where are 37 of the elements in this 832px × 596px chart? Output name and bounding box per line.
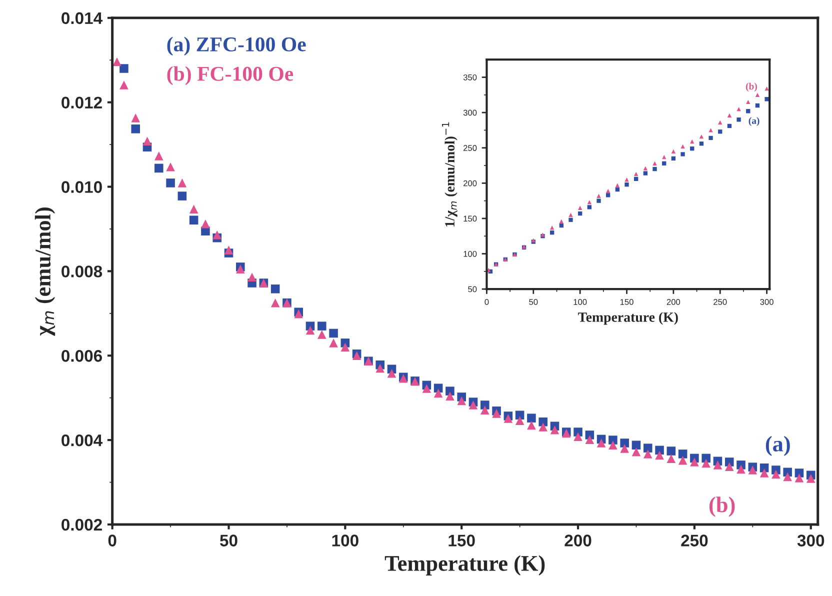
y-tick-label: 350 xyxy=(463,74,477,80)
x-tick-label: 100 xyxy=(574,299,587,305)
series-label: (b) FC-100 Oe xyxy=(167,66,294,86)
y-tick-label: 150 xyxy=(464,216,477,222)
x-tick-label: 150 xyxy=(620,299,634,305)
x-tick-label: 50 xyxy=(529,299,538,305)
x-tick-label: 300 xyxy=(797,534,824,546)
x-tick-label: 0 xyxy=(108,534,116,546)
y-tick-label: 100 xyxy=(464,250,477,257)
y-tick-label: 0.014 xyxy=(62,12,103,24)
x-tick-label: 250 xyxy=(681,534,708,546)
y-axis-title: χ$_{m}$ (emu/mol) xyxy=(34,208,56,336)
annotation: (a) xyxy=(748,117,760,126)
y-tick-label: 0.010 xyxy=(62,181,102,193)
y-tick-label: 0.012 xyxy=(62,96,102,109)
y-tick-label: 200 xyxy=(464,180,477,186)
y-tick-label: 300 xyxy=(463,110,477,116)
x-axis-title: Temperature (K) xyxy=(578,312,678,325)
y-tick-label: 250 xyxy=(464,145,477,151)
x-tick-label: 0 xyxy=(484,299,489,305)
y-tick-label: 0.004 xyxy=(62,434,103,446)
y-tick-label: 50 xyxy=(468,286,477,292)
annotation: (b) xyxy=(746,82,758,92)
x-tick-label: 250 xyxy=(714,299,727,305)
x-tick-label: 200 xyxy=(564,534,592,546)
y-tick-label: 0.008 xyxy=(62,266,102,278)
y-tick-label: 0.002 xyxy=(62,518,102,531)
x-tick-label: 100 xyxy=(332,534,358,546)
series-label: (a) ZFC-100 Oe xyxy=(167,36,306,56)
x-axis-title: Temperature (K) xyxy=(384,555,545,576)
annotation: (b) xyxy=(709,496,735,517)
annotation: (a) xyxy=(766,436,790,456)
y-tick-label: 0.006 xyxy=(62,350,102,362)
x-tick-label: 300 xyxy=(760,299,774,305)
x-tick-label: 200 xyxy=(666,299,680,305)
x-tick-label: 50 xyxy=(220,534,238,546)
y-axis-title: 1/χ$_{m}$ (emu/mol)$^{−1}$ xyxy=(442,122,458,226)
